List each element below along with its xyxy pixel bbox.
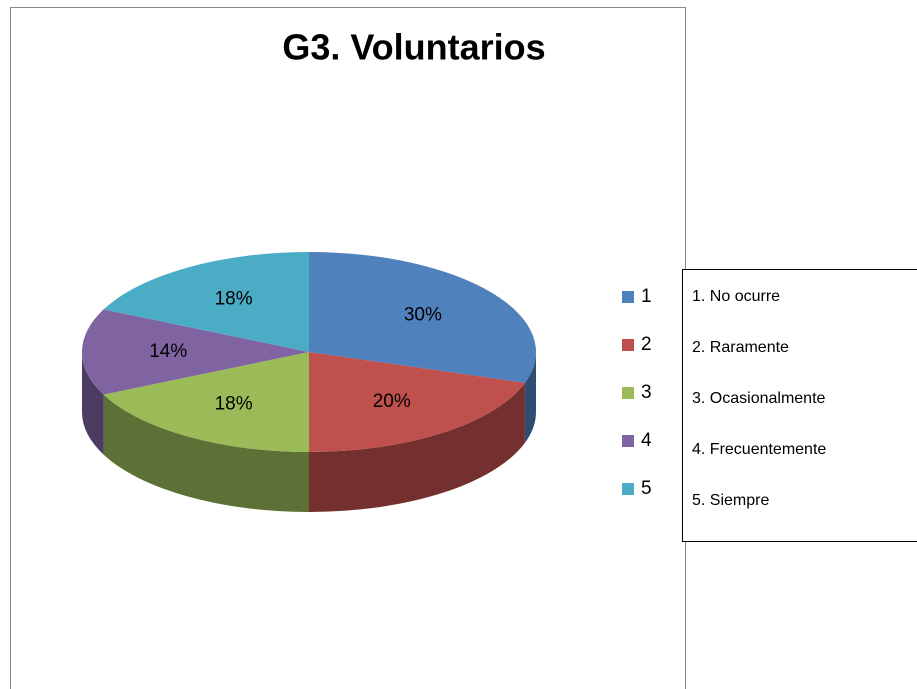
- data-label: 18%: [215, 393, 253, 414]
- data-label: 14%: [149, 341, 187, 362]
- legend-swatch: [622, 291, 634, 303]
- legend-swatch: [622, 339, 634, 351]
- legend-label: 1: [641, 286, 652, 307]
- pie-slice-side: [524, 352, 536, 443]
- legend-label: 5: [641, 478, 652, 499]
- pie-slice: [309, 252, 536, 383]
- legend-label: 2: [641, 334, 652, 355]
- key-text: 5. Siempre: [692, 492, 769, 509]
- data-label: 18%: [215, 289, 253, 310]
- pie-slice: [103, 352, 310, 452]
- legend-label: 3: [641, 382, 652, 403]
- key-text: 4. Frecuentemente: [692, 441, 826, 458]
- pie-slice-side: [309, 382, 525, 512]
- data-label: 30%: [404, 305, 442, 326]
- pie-slice: [81, 309, 309, 395]
- key-text: 1. No ocurre: [692, 288, 780, 305]
- legend-swatch: [622, 387, 634, 399]
- pie-slice-side: [82, 352, 104, 455]
- pie-slice: [309, 352, 525, 452]
- legend-label: 4: [641, 430, 652, 451]
- legend-swatch: [622, 435, 634, 447]
- key-text: 2. Raramente: [692, 339, 789, 356]
- legend-swatch: [622, 483, 634, 495]
- key-box: [682, 269, 917, 542]
- pie-slice: [103, 252, 310, 352]
- key-text: 3. Ocasionalmente: [692, 390, 826, 407]
- data-label: 20%: [373, 391, 411, 412]
- chart-title: G3. Voluntarios: [282, 27, 545, 68]
- pie-slice-side: [103, 394, 310, 512]
